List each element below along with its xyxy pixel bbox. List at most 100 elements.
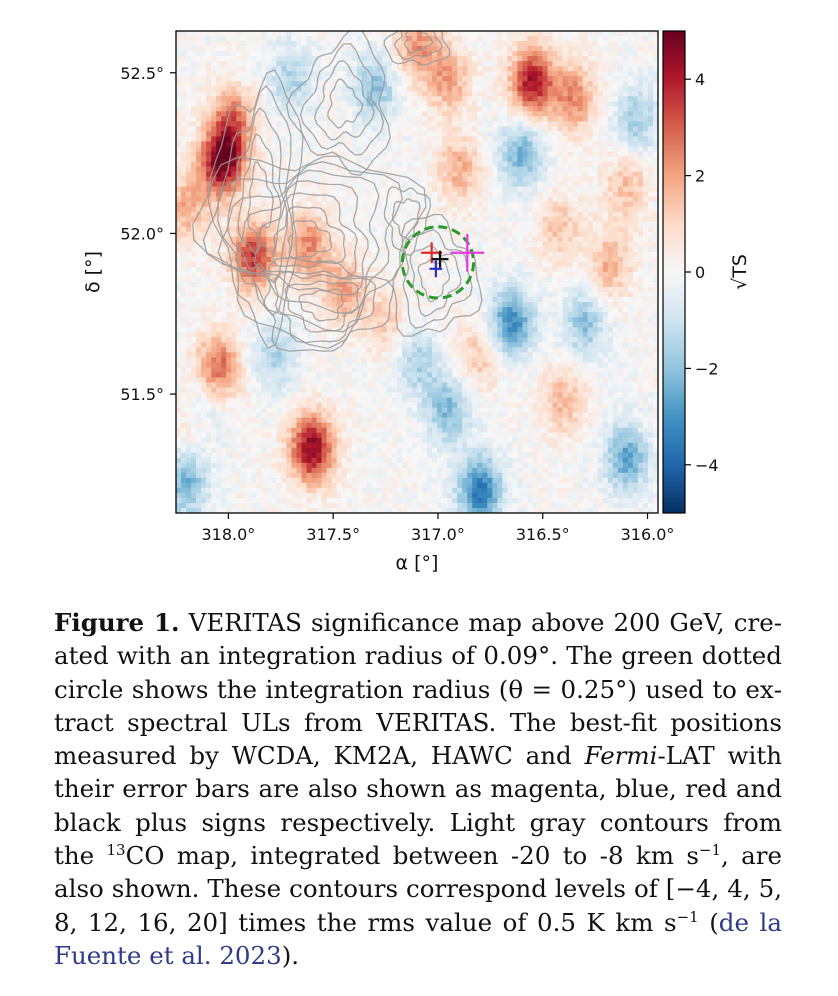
heatmap-cell [482,36,488,42]
heatmap-cell [642,86,649,92]
heatmap-cell [422,121,428,127]
heatmap-cell [206,226,212,233]
heatmap-cell [467,151,473,157]
heatmap-cell [196,141,202,147]
heatmap-cell [291,206,297,212]
heatmap-cell [376,136,383,142]
heatmap-cell [462,251,468,258]
heatmap-cell [522,51,528,57]
heatmap-cell [472,91,478,97]
heatmap-cell [507,196,513,202]
heatmap-cell [642,56,649,62]
heatmap-cell [572,176,578,182]
heatmap-cell [487,121,493,127]
heatmap-cell [361,191,368,197]
heatmap-cell [447,282,453,288]
heatmap-cell [196,86,202,92]
heatmap-cell [632,191,639,197]
heatmap-cell [221,221,227,228]
heatmap-cell [376,186,383,192]
heatmap-cell [437,241,443,248]
heatmap-cell [321,156,327,162]
heatmap-cell [356,41,363,47]
heatmap-cell [427,261,433,268]
heatmap-cell [527,226,533,233]
heatmap-cell [371,241,378,248]
heatmap-cell [537,226,543,233]
heatmap-cell [331,221,337,228]
heatmap-cell [386,61,393,67]
heatmap-cell [306,156,312,162]
heatmap-cell [316,266,322,273]
heatmap-cell [447,156,453,162]
heatmap-cell [537,221,543,228]
heatmap-cell [226,131,232,137]
heatmap-cell [552,211,558,218]
heatmap-cell [482,251,488,258]
heatmap-cell [256,277,262,283]
heatmap-cell [316,86,322,92]
heatmap-cell [457,91,463,97]
heatmap-cell [221,96,227,102]
heatmap-cell [376,91,383,97]
heatmap-cell [447,191,453,197]
heatmap-cell [622,196,629,202]
heatmap-cell [572,151,578,157]
heatmap-cell [271,56,277,62]
heatmap-cell [386,71,393,77]
heatmap-cell [637,256,644,263]
heatmap-cell [507,236,513,243]
heatmap-cell [261,282,267,288]
heatmap-cell [502,282,508,288]
heatmap-cell [351,36,357,42]
heatmap-cell [622,231,629,238]
heatmap-cell [231,151,237,157]
heatmap-cell [211,71,217,77]
heatmap-cell [251,231,257,238]
heatmap-cell [186,106,192,112]
heatmap-cell [371,221,378,228]
heatmap-cell [532,211,538,218]
heatmap-cell [241,81,247,87]
heatmap-cell [176,241,182,248]
heatmap-cell [652,61,658,67]
heatmap-cell [181,191,187,197]
heatmap-cell [632,51,639,57]
heatmap-cell [221,31,227,37]
heatmap-cell [306,121,312,127]
heatmap-cell [542,76,548,82]
heatmap-cell [567,96,573,102]
heatmap-cell [547,206,553,212]
heatmap-cell [597,141,604,147]
heatmap-cell [547,191,553,197]
heatmap-cell [276,111,282,117]
heatmap-cell [346,206,352,212]
heatmap-cell [306,277,312,283]
heatmap-cell [301,196,307,202]
heatmap-cell [487,136,493,142]
heatmap-cell [522,41,528,47]
heatmap-cell [597,56,604,62]
heatmap-cell [502,91,508,97]
heatmap-cell [497,71,503,77]
heatmap-cell [532,201,538,207]
heatmap-cell [487,266,493,273]
heatmap-cell [311,71,317,77]
heatmap-cell [532,131,538,137]
heatmap-cell [652,211,658,218]
heatmap-cell [627,31,634,37]
heatmap-cell [477,131,483,137]
heatmap-cell [346,246,352,253]
heatmap-cell [507,131,513,137]
heatmap-cell [196,251,202,258]
heatmap-cell [482,176,488,182]
heatmap-cell [442,166,448,172]
heatmap-cell [417,126,423,132]
heatmap-cell [281,136,287,142]
heatmap-cell [532,266,538,273]
heatmap-cell [346,96,352,102]
heatmap-cell [376,201,383,207]
heatmap-cell [452,261,458,268]
heatmap-cell [311,131,317,137]
heatmap-cell [432,41,438,47]
